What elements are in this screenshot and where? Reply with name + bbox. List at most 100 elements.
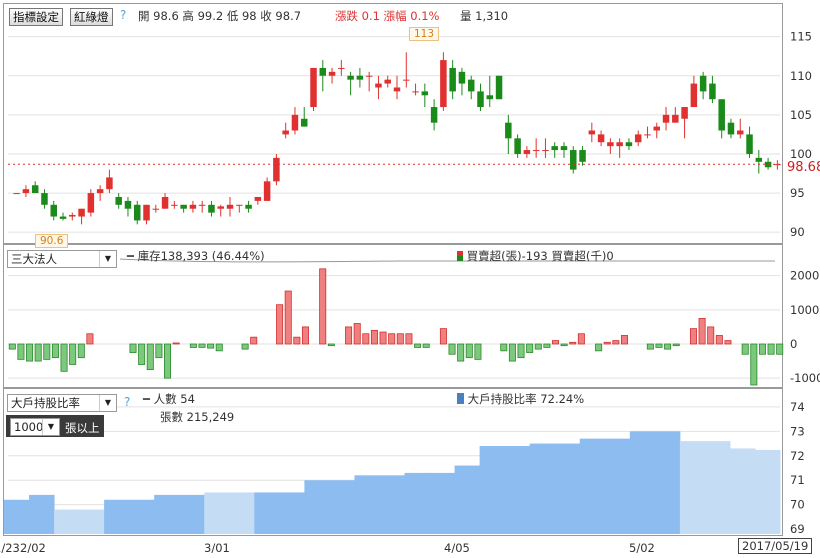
flow-bar [26, 343, 34, 362]
flow-bar [543, 343, 551, 348]
holder-area-segment [604, 438, 631, 534]
candle-body [597, 134, 605, 143]
flow-bar [138, 343, 146, 365]
flow-bar [474, 343, 482, 360]
candle-body [737, 130, 744, 135]
holder-area-segment [429, 472, 456, 534]
buysell-text: 買賣超(張)-193 買賣超(千)0 [466, 249, 614, 263]
holder-area-segment [354, 475, 380, 534]
people-readout: ━ 人數 54 [143, 391, 195, 407]
candle-body [96, 189, 104, 194]
indicator-settings-button[interactable]: 指標設定 [9, 8, 63, 26]
candle-body [152, 208, 160, 210]
flow-bar [672, 343, 680, 347]
bar-legend-icon [457, 251, 463, 261]
flow-bar [241, 343, 249, 350]
flow-bar [724, 340, 732, 345]
candle-body [171, 204, 178, 206]
candle-body [236, 204, 243, 206]
flow-bar [250, 336, 258, 345]
candle-body [755, 157, 763, 162]
holder-area-segment [504, 446, 531, 534]
flow-bar [776, 343, 784, 355]
holder-area-segment [579, 438, 606, 534]
low-marker: 90.6 [35, 234, 69, 248]
flow-bar [414, 343, 422, 348]
holder-area-segment [404, 472, 431, 534]
candle-body [347, 75, 354, 80]
red-green-light-button[interactable]: 紅綠燈 [70, 8, 113, 26]
candle-body [282, 130, 289, 135]
flow-bar [345, 326, 353, 345]
flow-bar [60, 343, 68, 372]
holder-area-segment [29, 494, 55, 534]
flow-bar [17, 343, 25, 360]
holder-area-segment [454, 465, 481, 534]
x-tick-label: 4/05 [444, 541, 470, 555]
flow-bar [750, 343, 758, 386]
candle-body [50, 204, 57, 217]
holder-area-segment [104, 499, 130, 534]
flow-bar [353, 323, 361, 345]
candle-body [486, 95, 494, 100]
help-icon[interactable]: ? [124, 395, 131, 409]
flow-bar [215, 343, 223, 352]
y-tick-label: 105 [790, 108, 812, 122]
flow-bar [293, 336, 301, 345]
y-tick-label: 110 [790, 69, 812, 83]
flow-bar [620, 335, 628, 345]
high-marker: 113 [409, 27, 440, 41]
candle-body [133, 204, 141, 221]
holder-area-segment [329, 480, 355, 534]
flow-bar [707, 326, 715, 345]
candle-body [449, 67, 456, 92]
x-tick-label: 3/01 [204, 541, 230, 555]
flow-bar [276, 304, 284, 345]
flow-bar [69, 343, 77, 365]
holder-area-segment [479, 446, 506, 534]
candle-body [124, 200, 132, 209]
threshold-select[interactable]: 1000 ▼ [10, 418, 60, 436]
candle-body [440, 60, 447, 108]
y-tick-label: 73 [790, 424, 805, 438]
candle-body [505, 122, 512, 139]
candle-body [579, 150, 586, 162]
flow-bar [86, 333, 94, 345]
shares-readout: 張數 215,249 [160, 410, 235, 424]
candle-body [774, 164, 781, 166]
institutional-select[interactable]: 三大法人 ▼ [7, 250, 117, 268]
holder-select[interactable]: 大戶持股比率 ▼ [7, 394, 117, 412]
price-panel [3, 3, 783, 244]
ratio-readout: 大戶持股比率 72.24% [457, 391, 584, 407]
flow-bar [500, 343, 508, 352]
help-icon[interactable]: ? [120, 8, 127, 22]
candle-body [467, 79, 475, 92]
y-tick-label: 2000 [790, 269, 819, 283]
flow-bar [534, 343, 542, 350]
flow-bar [560, 343, 568, 347]
candle-body [22, 189, 30, 194]
chevron-down-icon: ▼ [42, 419, 59, 435]
candle-body [180, 204, 187, 209]
holder-area-segment [729, 448, 756, 534]
candle-body [356, 75, 364, 80]
flow-bar [379, 331, 387, 345]
y-tick-label: 90 [790, 225, 805, 239]
candle-body [226, 204, 234, 209]
flow-bar [370, 329, 378, 345]
y-tick-label: 74 [790, 400, 805, 414]
holder-area-segment [204, 492, 230, 534]
candle-body [588, 130, 596, 135]
holder-area-segment [679, 441, 706, 534]
candle-body [709, 83, 716, 100]
flow-bar [465, 343, 473, 359]
candle-body [41, 193, 48, 205]
flow-bar [595, 343, 603, 352]
candle-body [31, 185, 39, 194]
candle-body [570, 150, 577, 170]
y-tick-label: -1000 [790, 371, 820, 385]
candle-body [375, 83, 382, 88]
candle-body [189, 204, 197, 209]
candle-body [384, 79, 391, 84]
flow-bar [508, 343, 516, 362]
